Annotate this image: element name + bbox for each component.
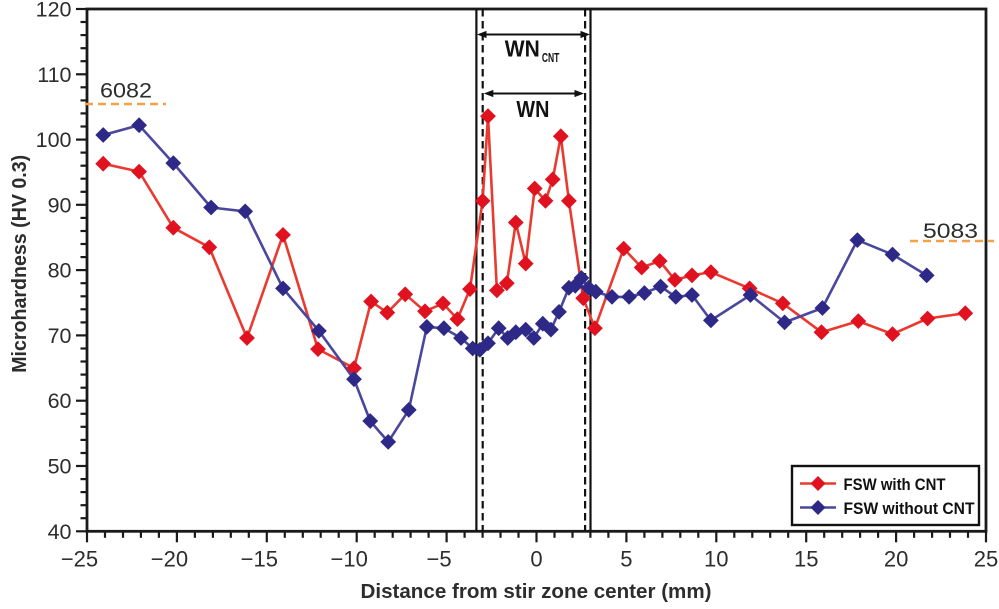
- svg-text:−20: −20: [151, 547, 188, 572]
- svg-text:−10: −10: [331, 547, 368, 572]
- svg-text:15: 15: [794, 547, 818, 572]
- svg-text:25: 25: [974, 547, 998, 572]
- svg-text:5083: 5083: [923, 220, 978, 243]
- svg-text:110: 110: [37, 63, 71, 87]
- svg-text:20: 20: [884, 547, 908, 572]
- svg-text:100: 100: [36, 128, 72, 152]
- svg-text:40: 40: [48, 520, 72, 544]
- svg-text:WN: WN: [516, 96, 549, 122]
- svg-text:60: 60: [48, 389, 72, 413]
- svg-text:120: 120: [36, 0, 72, 22]
- svg-text:WN: WN: [505, 36, 540, 62]
- svg-text:FSW without CNT: FSW without CNT: [844, 499, 976, 518]
- svg-text:Distance from stir zone center: Distance from stir zone center (mm): [361, 581, 712, 603]
- svg-text:5: 5: [620, 547, 632, 572]
- svg-text:70: 70: [48, 324, 72, 348]
- svg-text:0: 0: [530, 547, 542, 572]
- svg-text:CNT: CNT: [542, 51, 560, 65]
- svg-text:Microhardness (HV 0.3): Microhardness (HV 0.3): [9, 155, 31, 373]
- svg-text:10: 10: [704, 547, 728, 572]
- svg-text:−5: −5: [427, 547, 452, 572]
- svg-text:50: 50: [48, 455, 72, 479]
- svg-text:6082: 6082: [100, 79, 152, 102]
- svg-text:90: 90: [48, 193, 72, 217]
- svg-text:−25: −25: [61, 547, 98, 572]
- svg-text:−15: −15: [241, 547, 278, 572]
- svg-text:80: 80: [48, 259, 72, 283]
- svg-text:FSW with CNT: FSW with CNT: [844, 475, 947, 494]
